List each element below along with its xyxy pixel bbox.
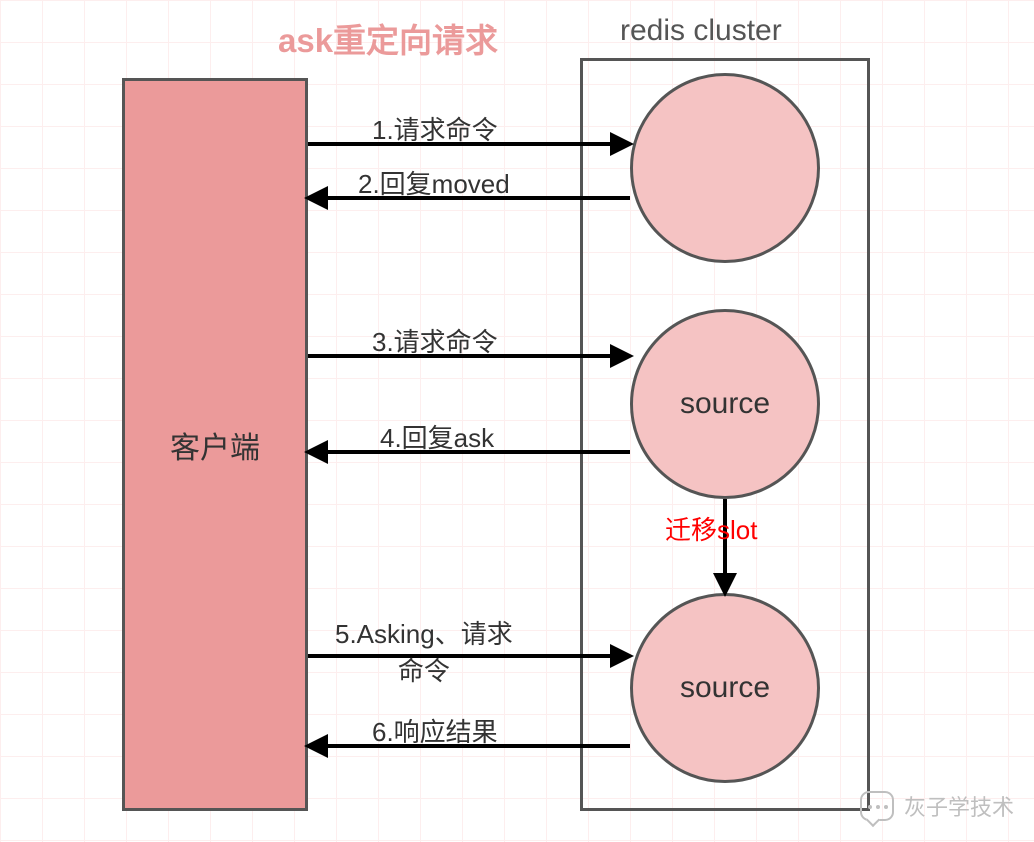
edge-label-3: 3.请求命令 (372, 322, 498, 359)
wechat-icon (860, 791, 894, 821)
watermark-text: 灰子学技术 (904, 790, 1014, 822)
edge-label-6: 6.响应结果 (372, 712, 498, 749)
arrows-layer (0, 0, 1034, 842)
diagram-canvas: ask重定向请求 redis cluster 客户端 source source… (0, 0, 1034, 842)
edge-label-1: 1.请求命令 (372, 110, 498, 147)
edge-label-4: 4.回复ask (380, 418, 494, 455)
edge-label-2: 2.回复moved (358, 164, 510, 201)
watermark: 灰子学技术 (860, 790, 1014, 822)
edge-label-migrate: 迁移slot (665, 510, 757, 547)
edge-label-5: 5.Asking、请求 命令 (335, 614, 513, 688)
